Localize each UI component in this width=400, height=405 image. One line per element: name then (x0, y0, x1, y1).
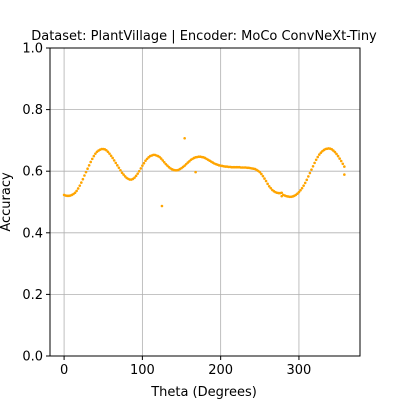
data-point (78, 184, 82, 187)
data-point (311, 164, 315, 168)
data-point (305, 178, 309, 182)
data-point (109, 154, 113, 158)
data-point (263, 177, 266, 180)
data-point (90, 157, 94, 161)
data-point (269, 186, 273, 190)
data-point (144, 159, 147, 163)
data-point (89, 160, 93, 164)
data-point (307, 175, 310, 178)
data-point (299, 188, 302, 192)
data-point (81, 177, 85, 181)
data-point (84, 170, 88, 174)
data-point (336, 154, 340, 158)
x-tick-label: 0 (60, 363, 68, 378)
data-point (94, 152, 97, 155)
data-point (73, 191, 77, 195)
y-tick-label: 0.0 (22, 350, 43, 365)
data-point (116, 164, 119, 167)
data-point (280, 194, 284, 198)
data-point (114, 161, 118, 165)
data-point (303, 181, 307, 185)
data-point (141, 164, 144, 167)
y-axis-label: Accuracy (0, 172, 14, 232)
data-point (317, 153, 321, 156)
data-point (120, 171, 124, 175)
data-point (338, 157, 341, 160)
x-tick-label: 200 (208, 363, 233, 378)
data-point (313, 161, 316, 165)
data-point (83, 174, 86, 177)
data-point (160, 204, 164, 208)
data-point (75, 189, 78, 193)
data-points (62, 136, 346, 208)
data-point (136, 172, 139, 175)
data-point (86, 167, 89, 171)
axis-ticks: 0 100 200 300 0.0 0.2 0.4 0.6 0.8 1.0 (22, 42, 311, 379)
data-point (339, 159, 343, 163)
data-point (159, 157, 163, 160)
plot-frame (49, 47, 361, 357)
data-point (119, 168, 122, 172)
grid-lines (50, 47, 360, 357)
data-point (335, 152, 338, 156)
x-tick-label: 300 (287, 363, 312, 378)
data-point (280, 191, 284, 195)
data-point (341, 162, 345, 166)
data-point (122, 173, 125, 176)
data-point (258, 170, 262, 174)
data-point (161, 159, 165, 162)
data-point (183, 136, 186, 140)
data-point (112, 159, 116, 162)
data-point (194, 170, 197, 174)
x-axis-label: Theta (Degrees) (150, 385, 257, 400)
data-point (297, 190, 301, 194)
y-tick-label: 0.8 (22, 103, 43, 118)
data-point (80, 181, 83, 184)
y-tick-label: 0.2 (22, 288, 43, 303)
data-point (308, 171, 312, 175)
data-point (87, 164, 91, 167)
data-point (343, 173, 346, 176)
data-point (134, 174, 138, 178)
data-point (264, 179, 268, 183)
data-point (106, 150, 110, 154)
chart-title: Dataset: PlantVillage | Encoder: MoCo Co… (31, 29, 377, 44)
data-point (92, 154, 96, 158)
y-tick-label: 0.6 (22, 165, 43, 180)
data-point (343, 165, 346, 168)
data-point (266, 182, 269, 186)
y-tick-label: 1.0 (22, 42, 43, 57)
data-point (314, 158, 318, 162)
data-point (111, 156, 114, 160)
data-point (162, 160, 166, 164)
data-point (117, 166, 121, 170)
data-point (108, 152, 111, 155)
data-point (333, 150, 337, 154)
data-point (316, 155, 320, 159)
y-tick-label: 0.4 (22, 226, 43, 241)
data-point (260, 172, 263, 176)
x-tick-label: 100 (130, 363, 155, 378)
data-point (300, 186, 304, 190)
data-point (139, 167, 143, 170)
data-point (76, 187, 80, 190)
data-point (142, 161, 146, 165)
data-point (302, 184, 305, 187)
data-point (133, 176, 136, 179)
data-point (310, 168, 313, 171)
data-point (267, 184, 271, 188)
data-point (137, 169, 141, 173)
data-point (261, 174, 265, 178)
